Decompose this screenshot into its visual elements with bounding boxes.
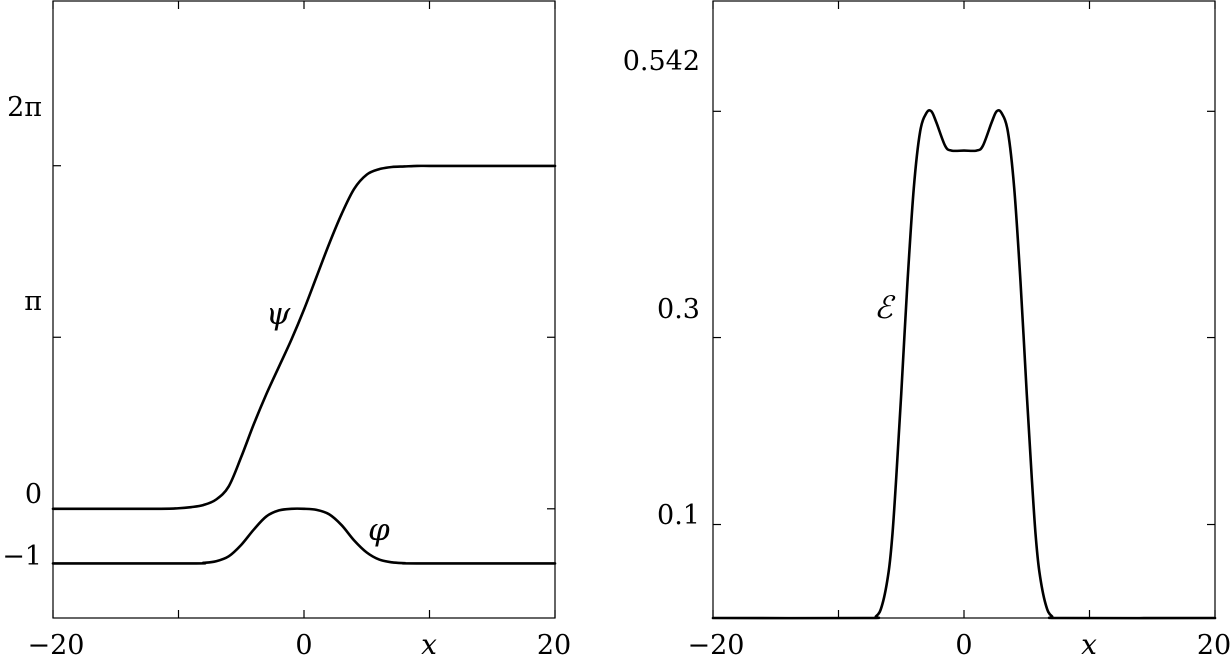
left-y-tick-label-2pi: 2π <box>7 92 42 123</box>
left-series-psi-line <box>51 164 557 511</box>
left-y-tick-label-pi: π <box>24 286 42 317</box>
left-panel: ψ φ 2π π 0 −1 −20 0 x 20 <box>2 0 571 659</box>
psi-curve-label: ψ <box>266 296 291 332</box>
energy-curve-label: ℰ <box>874 290 896 326</box>
left-x-tick-label-20: 20 <box>537 630 571 659</box>
right-y-tick-label-03: 0.3 <box>657 294 700 325</box>
left-y-tick-label-minus1: −1 <box>2 541 42 572</box>
left-y-tick-label-0: 0 <box>25 479 42 510</box>
right-x-axis-label: x <box>1081 628 1097 659</box>
right-x-tick-label-20: 20 <box>1197 630 1231 659</box>
right-panel: ℰ 0.542 0.3 0.1 −20 0 x 20 <box>623 0 1231 659</box>
phi-curve-label: φ <box>368 512 390 548</box>
right-ticks <box>712 1 1216 618</box>
left-x-tick-label-0: 0 <box>295 630 312 659</box>
right-series-energy-line <box>711 109 1217 620</box>
left-x-tick-label-minus20: −20 <box>28 630 85 659</box>
right-y-tick-label-0542: 0.542 <box>623 46 700 77</box>
right-x-tick-label-0: 0 <box>955 630 972 659</box>
right-x-tick-label-minus20: −20 <box>688 630 745 659</box>
left-x-axis-label: x <box>421 628 437 659</box>
right-plot-frame <box>712 0 1216 619</box>
left-series-phi-line <box>51 507 557 565</box>
right-y-tick-label-01: 0.1 <box>657 500 700 531</box>
